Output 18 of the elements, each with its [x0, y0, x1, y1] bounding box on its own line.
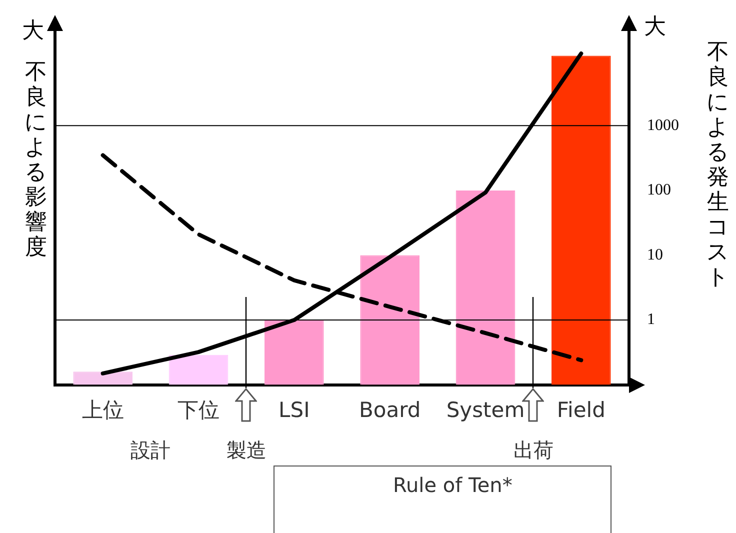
- text: 不良による発生コスト: [706, 40, 730, 290]
- y2-tick-label: 1000: [647, 116, 679, 134]
- x-tick-label: Field: [556, 398, 606, 422]
- x-tick-label: System: [446, 398, 525, 422]
- x-tick-label: 上位: [82, 398, 124, 422]
- y2-tick-label: 10: [647, 246, 663, 264]
- x-tick-label: LSI: [278, 398, 310, 422]
- y2-tick-label: 100: [647, 182, 671, 199]
- y-axis-title: 不良による影響度: [24, 60, 48, 260]
- text: 出荷: [513, 438, 554, 462]
- x-tick-label: 下位: [178, 398, 220, 422]
- text: 大: [644, 14, 666, 40]
- text: 製造: [226, 438, 266, 462]
- text: Rule of Ten*: [393, 473, 512, 498]
- text: 設計: [130, 438, 171, 462]
- text: 大: [22, 18, 44, 44]
- x-tick-label: Board: [358, 398, 421, 422]
- y2-tick-label: 1: [647, 311, 655, 328]
